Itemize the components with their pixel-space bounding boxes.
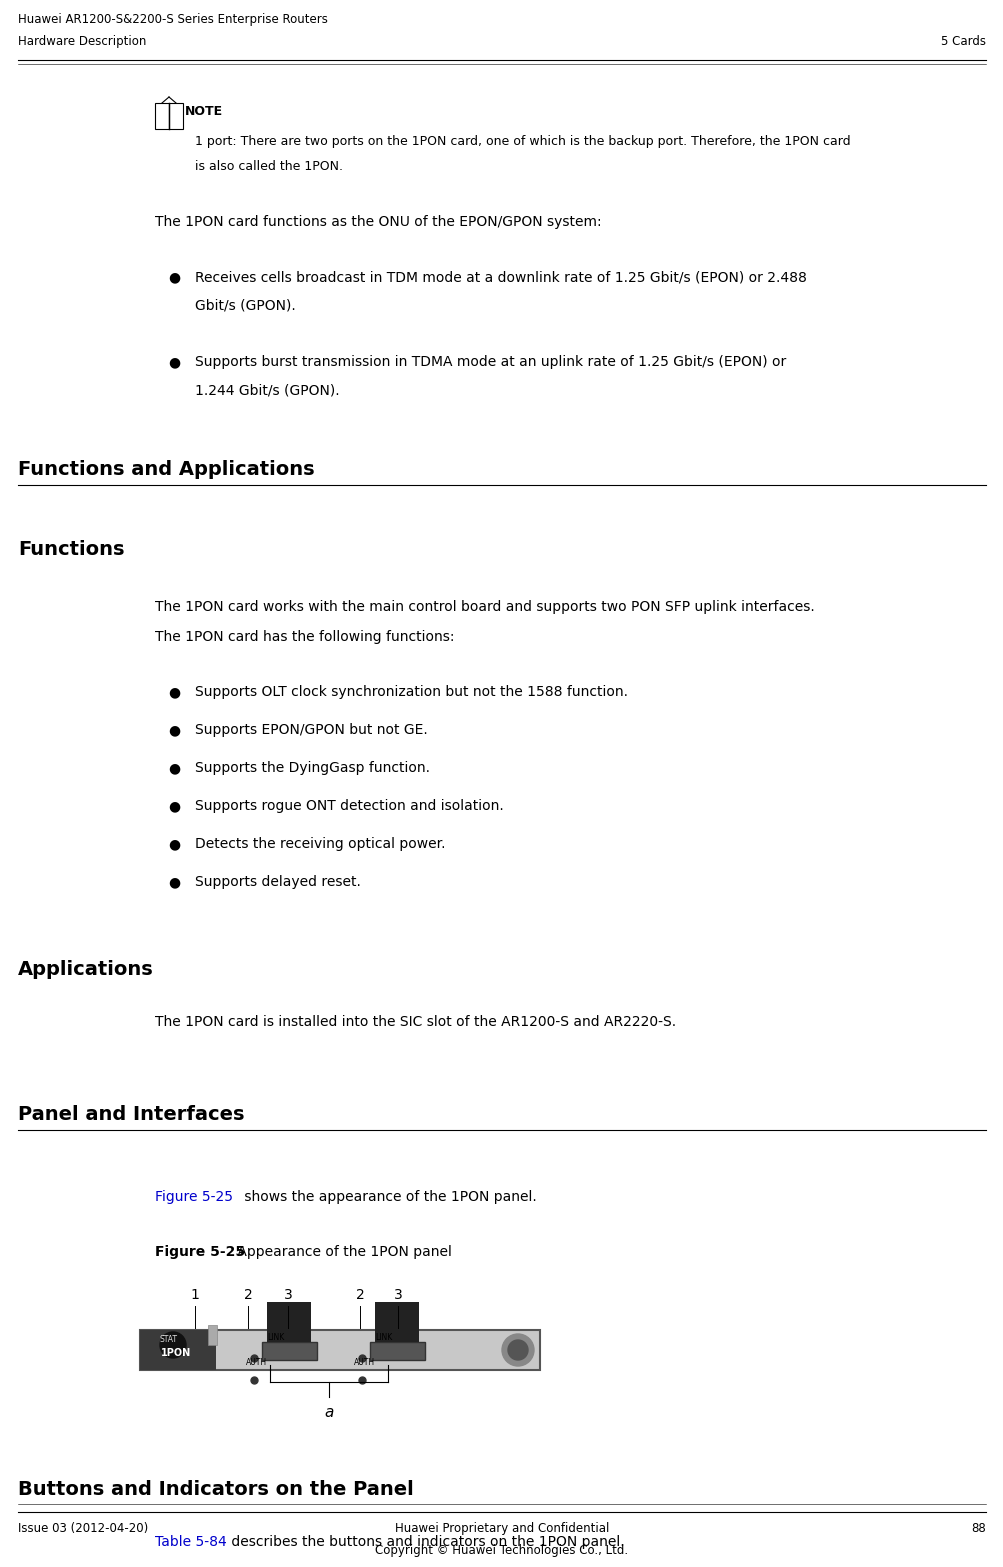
Text: The 1PON card works with the main control board and supports two PON SFP uplink : The 1PON card works with the main contro… bbox=[154, 600, 814, 614]
Text: ●: ● bbox=[168, 270, 180, 284]
Circle shape bbox=[508, 1340, 528, 1360]
Text: describes the buttons and indicators on the 1PON panel.: describes the buttons and indicators on … bbox=[227, 1536, 624, 1550]
Text: Copyright © Huawei Technologies Co., Ltd.: Copyright © Huawei Technologies Co., Ltd… bbox=[375, 1543, 628, 1558]
Text: Supports rogue ONT detection and isolation.: Supports rogue ONT detection and isolati… bbox=[195, 799, 504, 813]
Text: Huawei Proprietary and Confidential: Huawei Proprietary and Confidential bbox=[394, 1522, 609, 1536]
Bar bbox=[375, 1302, 418, 1341]
Text: Appearance of the 1PON panel: Appearance of the 1PON panel bbox=[233, 1246, 451, 1258]
Text: 1.244 Gbit/s (GPON).: 1.244 Gbit/s (GPON). bbox=[195, 382, 339, 396]
Text: ●: ● bbox=[168, 722, 180, 736]
Text: 2: 2 bbox=[244, 1288, 252, 1302]
Text: Functions and Applications: Functions and Applications bbox=[18, 461, 314, 480]
Text: 3: 3 bbox=[393, 1288, 402, 1302]
Text: AUTH: AUTH bbox=[245, 1359, 267, 1366]
Text: STAT: STAT bbox=[158, 1335, 177, 1344]
Text: LINK: LINK bbox=[375, 1334, 392, 1341]
Text: 3: 3 bbox=[283, 1288, 292, 1302]
Text: 1 port: There are two ports on the 1PON card, one of which is the backup port. T: 1 port: There are two ports on the 1PON … bbox=[195, 135, 850, 147]
Bar bbox=[267, 1302, 311, 1341]
Text: 88: 88 bbox=[970, 1522, 985, 1536]
FancyBboxPatch shape bbox=[370, 1341, 424, 1360]
Text: Huawei AR1200-S&2200-S Series Enterprise Routers: Huawei AR1200-S&2200-S Series Enterprise… bbox=[18, 13, 328, 27]
Circle shape bbox=[159, 1332, 186, 1359]
Text: Functions: Functions bbox=[18, 541, 124, 559]
Text: Figure 5-25: Figure 5-25 bbox=[154, 1189, 233, 1203]
Text: 1PON: 1PON bbox=[160, 1348, 191, 1359]
Text: 1: 1 bbox=[191, 1288, 200, 1302]
Text: ●: ● bbox=[168, 356, 180, 368]
Text: Table 5-84: Table 5-84 bbox=[154, 1536, 227, 1550]
Bar bbox=[139, 1330, 216, 1370]
Text: Gbit/s (GPON).: Gbit/s (GPON). bbox=[195, 298, 296, 312]
Text: Supports burst transmission in TDMA mode at an uplink rate of 1.25 Gbit/s (EPON): Supports burst transmission in TDMA mode… bbox=[195, 356, 785, 368]
Bar bbox=[208, 1326, 217, 1344]
Text: LINK: LINK bbox=[267, 1334, 284, 1341]
FancyBboxPatch shape bbox=[262, 1341, 317, 1360]
Text: ●: ● bbox=[168, 799, 180, 813]
Text: shows the appearance of the 1PON panel.: shows the appearance of the 1PON panel. bbox=[240, 1189, 537, 1203]
Text: Supports the DyingGasp function.: Supports the DyingGasp function. bbox=[195, 762, 429, 776]
Text: The 1PON card functions as the ONU of the EPON/GPON system:: The 1PON card functions as the ONU of th… bbox=[154, 215, 601, 229]
Text: Supports delayed reset.: Supports delayed reset. bbox=[195, 874, 360, 888]
Text: NOTE: NOTE bbox=[185, 105, 223, 118]
Text: a: a bbox=[324, 1406, 333, 1420]
Bar bbox=[154, 103, 169, 128]
Text: is also called the 1PON.: is also called the 1PON. bbox=[195, 160, 343, 172]
Text: 2: 2 bbox=[355, 1288, 364, 1302]
Text: Applications: Applications bbox=[18, 961, 153, 979]
Text: ●: ● bbox=[168, 762, 180, 776]
Text: The 1PON card has the following functions:: The 1PON card has the following function… bbox=[154, 630, 454, 644]
Text: The 1PON card is installed into the SIC slot of the AR1200-S and AR2220-S.: The 1PON card is installed into the SIC … bbox=[154, 1015, 675, 1030]
Text: Figure 5-25: Figure 5-25 bbox=[154, 1246, 245, 1258]
FancyBboxPatch shape bbox=[139, 1330, 540, 1370]
Text: Receives cells broadcast in TDM mode at a downlink rate of 1.25 Gbit/s (EPON) or: Receives cells broadcast in TDM mode at … bbox=[195, 270, 806, 284]
Text: Buttons and Indicators on the Panel: Buttons and Indicators on the Panel bbox=[18, 1479, 413, 1500]
Text: Supports EPON/GPON but not GE.: Supports EPON/GPON but not GE. bbox=[195, 722, 427, 736]
Text: ●: ● bbox=[168, 837, 180, 851]
Text: Supports OLT clock synchronization but not the 1588 function.: Supports OLT clock synchronization but n… bbox=[195, 685, 627, 699]
Text: ●: ● bbox=[168, 874, 180, 888]
Text: 5 Cards: 5 Cards bbox=[940, 34, 985, 49]
Text: ●: ● bbox=[168, 685, 180, 699]
Text: Panel and Interfaces: Panel and Interfaces bbox=[18, 1105, 245, 1124]
Text: Hardware Description: Hardware Description bbox=[18, 34, 146, 49]
Text: Issue 03 (2012-04-20): Issue 03 (2012-04-20) bbox=[18, 1522, 148, 1536]
Text: AUTH: AUTH bbox=[353, 1359, 374, 1366]
Text: Detects the receiving optical power.: Detects the receiving optical power. bbox=[195, 837, 445, 851]
Circle shape bbox=[502, 1334, 534, 1366]
Bar bbox=[169, 103, 183, 128]
